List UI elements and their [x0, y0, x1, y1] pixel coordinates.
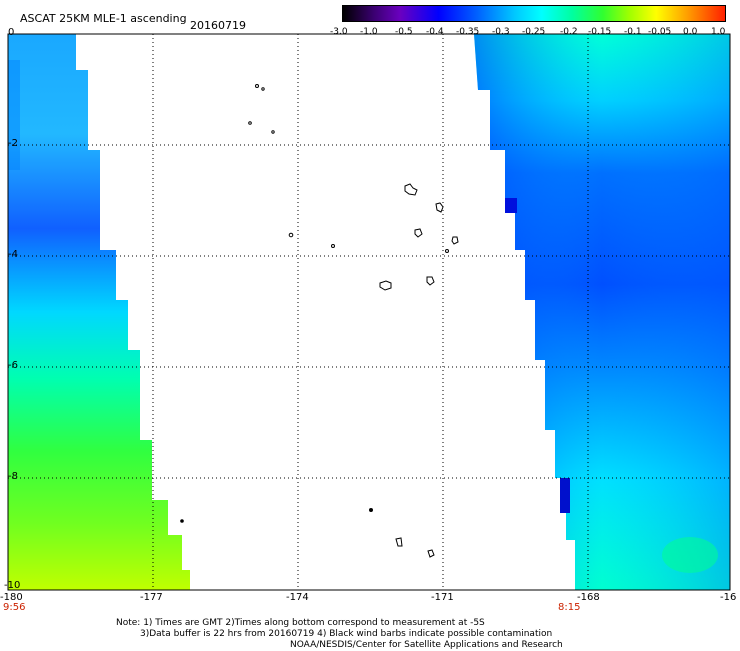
island — [435, 202, 444, 213]
y-tick-label: -10 — [4, 580, 21, 591]
x-tick-label: -177 — [140, 592, 163, 603]
dark-patch — [560, 478, 570, 513]
footer-note-3: NOAA/NESDIS/Center for Satellite Applica… — [290, 640, 563, 650]
island — [451, 236, 459, 245]
island — [180, 519, 184, 523]
island — [255, 84, 259, 88]
colorbar-gradient — [343, 6, 725, 21]
footer-note-1: Note: 1) Times are GMT 2)Times along bot… — [116, 618, 485, 628]
colorbar-label: -1.0 — [360, 27, 378, 37]
island — [445, 249, 449, 253]
x-tick-label: -168 — [577, 592, 600, 603]
x-tick-label: -16 — [720, 592, 737, 603]
colorbar-label: -0.15 — [588, 27, 612, 37]
colorbar-label: 1.0 — [711, 27, 726, 37]
x-tick-label: -171 — [431, 592, 454, 603]
island — [427, 549, 435, 558]
island — [414, 228, 423, 238]
y-tick-label: 0 — [8, 27, 15, 38]
colorbar-label: -0.4 — [426, 27, 444, 37]
swath-time-right: 8:15 — [558, 602, 581, 613]
y-tick-label: -6 — [8, 360, 18, 371]
grid-lines — [8, 34, 730, 590]
island — [248, 121, 252, 125]
colorbar-label: -0.5 — [395, 27, 413, 37]
island — [261, 87, 265, 91]
colorbar — [342, 5, 726, 22]
plot-frame — [7, 33, 731, 591]
island — [271, 130, 275, 134]
x-tick-label: -180 — [0, 592, 23, 603]
left-blue-strip — [8, 60, 20, 170]
cyan-patch — [662, 537, 718, 573]
island — [288, 232, 294, 238]
map-title: ASCAT 25KM MLE-1 ascending — [20, 12, 187, 25]
colorbar-label: -0.05 — [648, 27, 672, 37]
y-tick-label: -8 — [8, 471, 18, 482]
colorbar-label: 0.0 — [683, 27, 698, 37]
island — [395, 537, 403, 547]
y-tick-label: -2 — [8, 138, 18, 149]
map-date: 20160719 — [190, 19, 246, 32]
island — [426, 276, 435, 286]
left-swath — [8, 34, 190, 590]
island — [379, 280, 392, 291]
island — [331, 244, 335, 248]
colorbar-label: -3.0 — [330, 27, 348, 37]
y-tick-label: -4 — [8, 249, 18, 260]
x-tick-label: -174 — [286, 592, 309, 603]
colorbar-label: -0.35 — [456, 27, 480, 37]
colorbar-label: -0.2 — [560, 27, 578, 37]
island — [369, 508, 373, 512]
colorbar-label: -0.25 — [522, 27, 546, 37]
swath-time-left: 9:56 — [3, 602, 26, 613]
footer-note-2: 3)Data buffer is 22 hrs from 20160719 4)… — [140, 629, 553, 639]
islands — [180, 84, 459, 558]
colorbar-label: -0.1 — [624, 27, 642, 37]
right-swath-shading — [474, 34, 730, 590]
colorbar-label: -0.3 — [492, 27, 510, 37]
island — [404, 183, 418, 196]
dark-patch — [505, 198, 517, 213]
